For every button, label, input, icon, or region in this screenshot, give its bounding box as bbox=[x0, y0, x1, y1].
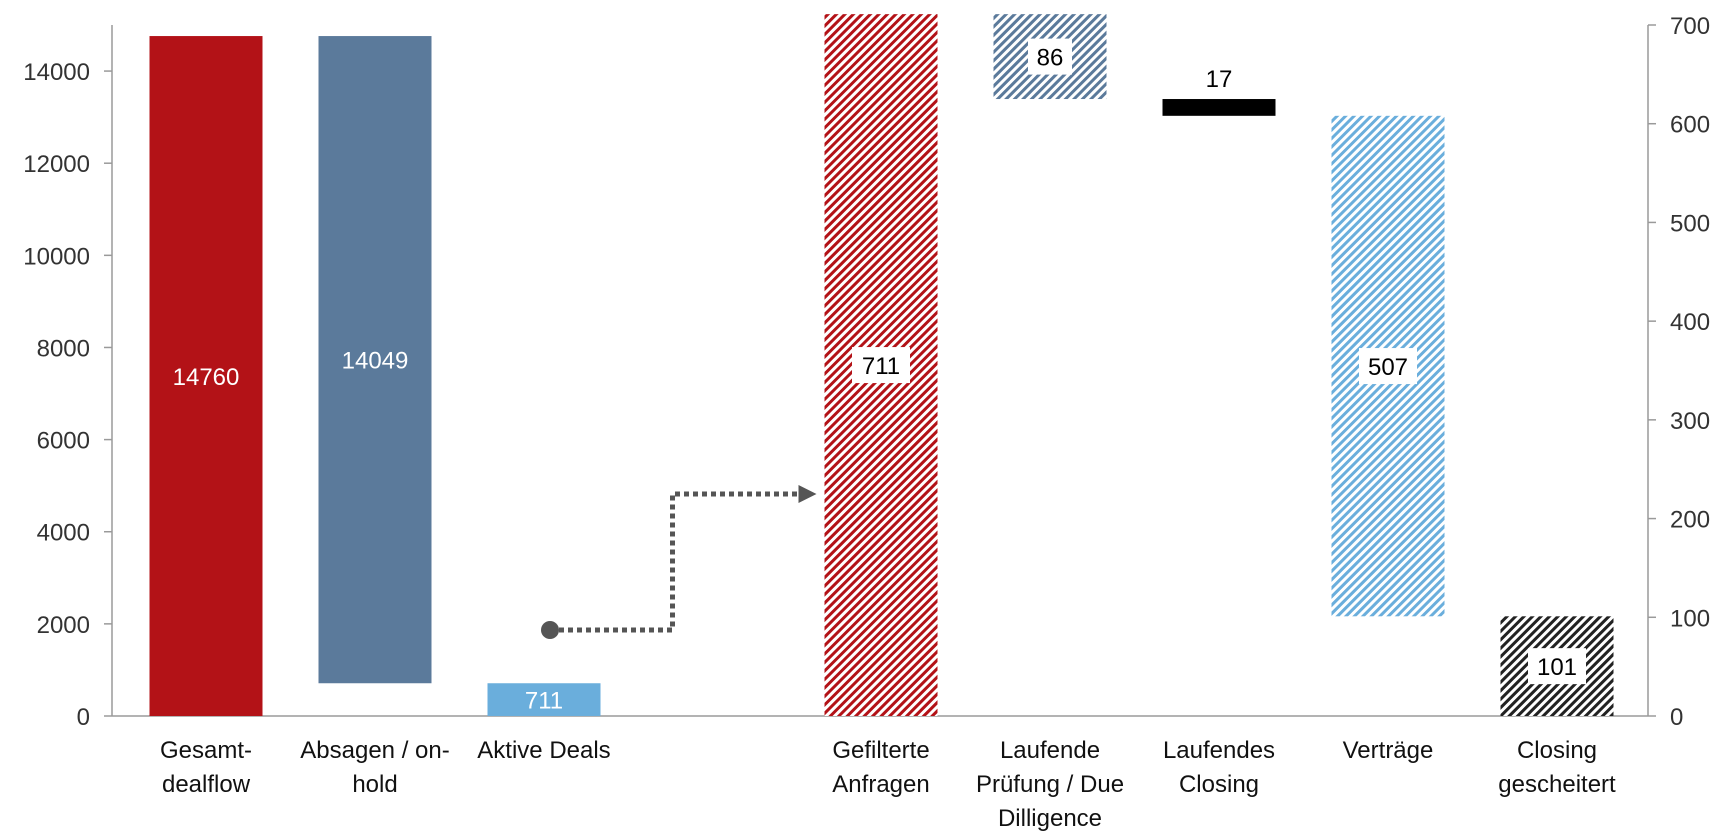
left-tick-label: 2000 bbox=[37, 612, 90, 639]
left-tick-label: 14000 bbox=[23, 59, 90, 86]
category-label: Verträge bbox=[1343, 737, 1434, 764]
category-label-line: Anfragen bbox=[832, 771, 929, 798]
bar bbox=[1162, 99, 1276, 116]
category-label-line: Verträge bbox=[1343, 737, 1434, 764]
bar bbox=[318, 36, 432, 684]
category-label-line: Gesamt- bbox=[160, 737, 252, 764]
right-tick-label: 700 bbox=[1670, 13, 1710, 40]
left-tick-label: 0 bbox=[77, 704, 90, 731]
connector-line bbox=[550, 491, 799, 633]
category-label-line: gescheitert bbox=[1498, 771, 1616, 798]
data-label: 507 bbox=[1368, 354, 1408, 381]
category-label-line: Dilligence bbox=[998, 805, 1102, 832]
category-label: Gefilterte Anfragen bbox=[832, 737, 929, 798]
axes: 0 2000 4000 6000 8000 10000 12000 14000 0 100 200 3… bbox=[23, 13, 1710, 731]
category-label-line: Laufendes bbox=[1163, 737, 1275, 764]
bars bbox=[149, 14, 1614, 717]
data-label: 14760 bbox=[173, 364, 240, 391]
category-label: Gesamt-dealflow bbox=[160, 737, 252, 798]
connector-arrow bbox=[541, 485, 817, 639]
category-label-line: dealflow bbox=[162, 771, 251, 798]
category-label-line: Closing bbox=[1517, 737, 1597, 764]
category-label: Closing gescheitert bbox=[1498, 737, 1616, 798]
data-label-box bbox=[852, 347, 910, 384]
data-label: 14049 bbox=[342, 348, 409, 375]
category-label: Laufende Prüfung / Due Dilligence bbox=[976, 737, 1124, 832]
right-tick-label: 600 bbox=[1670, 112, 1710, 139]
left-tick-label: 10000 bbox=[23, 243, 90, 270]
connector-arrowhead bbox=[798, 485, 817, 503]
data-label: 101 bbox=[1537, 654, 1577, 681]
data-label-box bbox=[1359, 348, 1417, 385]
category-label: Laufendes Closing bbox=[1163, 737, 1275, 798]
left-tick-label: 4000 bbox=[37, 520, 90, 547]
bar bbox=[149, 36, 263, 716]
category-label-line: Aktive Deals bbox=[477, 737, 610, 764]
data-label: 17 bbox=[1206, 66, 1233, 93]
left-tick-label: 8000 bbox=[37, 335, 90, 362]
data-labels: 14760 14049 711 711 86 17 507 101 bbox=[173, 38, 1586, 715]
right-tick-label: 0 bbox=[1670, 704, 1683, 731]
category-label-line: Laufende bbox=[1000, 737, 1100, 764]
right-tick-label: 200 bbox=[1670, 507, 1710, 534]
category-labels: Gesamt-dealflow Absagen / on-hold Aktive D… bbox=[160, 737, 1616, 832]
data-label-box bbox=[1528, 648, 1586, 685]
right-tick-label: 500 bbox=[1670, 210, 1710, 237]
right-tick-label: 300 bbox=[1670, 408, 1710, 435]
bar bbox=[487, 683, 601, 716]
category-label-line: Gefilterte bbox=[832, 737, 929, 764]
data-label-box bbox=[1028, 38, 1072, 75]
left-tick-label: 12000 bbox=[23, 151, 90, 178]
data-label: 86 bbox=[1037, 45, 1064, 72]
category-label-line: hold bbox=[352, 771, 397, 798]
right-tick-label: 400 bbox=[1670, 309, 1710, 336]
data-label: 711 bbox=[862, 353, 900, 380]
category-label: Aktive Deals bbox=[477, 737, 610, 764]
left-tick-label: 6000 bbox=[37, 428, 90, 455]
category-label-line: Prüfung / Due bbox=[976, 771, 1124, 798]
category-label-line: Absagen / on- bbox=[300, 737, 449, 764]
category-label: Absagen / on-hold bbox=[300, 737, 449, 798]
data-label: 711 bbox=[525, 688, 563, 715]
right-tick-label: 100 bbox=[1670, 605, 1710, 632]
category-label-line: Closing bbox=[1179, 771, 1259, 798]
